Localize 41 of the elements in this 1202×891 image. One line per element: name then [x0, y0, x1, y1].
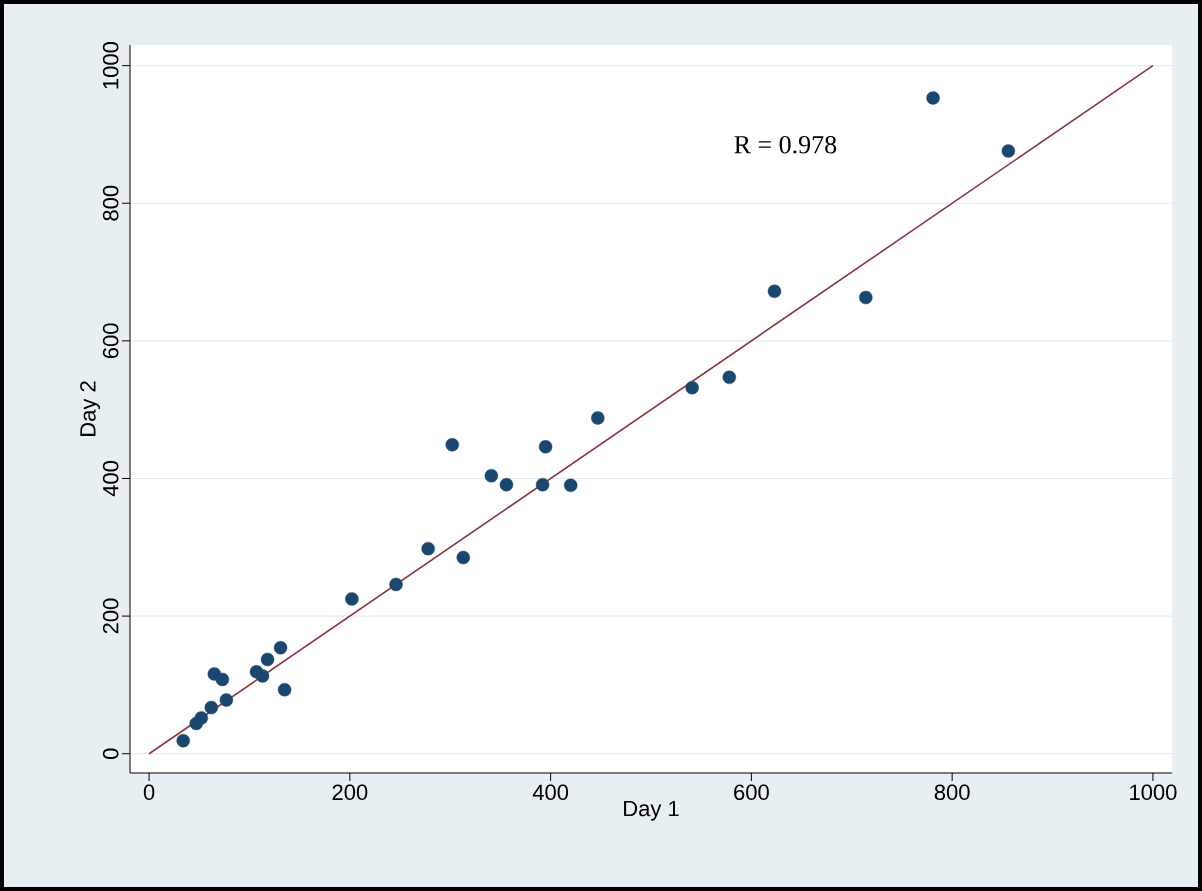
point [926, 91, 940, 105]
point [535, 477, 550, 492]
x-tick-label: 800 [934, 784, 970, 801]
x-tick-label: 400 [532, 784, 569, 801]
point [445, 438, 459, 452]
point [345, 592, 359, 606]
point [499, 477, 514, 492]
point [277, 683, 292, 697]
point [176, 733, 190, 748]
point [421, 541, 435, 556]
point [389, 577, 403, 592]
y-tick-label: 1000 [102, 42, 119, 89]
point [484, 469, 499, 483]
y-tick-label: 800 [102, 185, 119, 221]
point [722, 370, 736, 385]
point [563, 478, 578, 493]
x-axis-title: Day 1 [624, 800, 679, 821]
point [685, 380, 699, 395]
x-tick-label: 1000 [1130, 784, 1177, 801]
x-tick-label: 600 [734, 784, 769, 801]
point [1001, 144, 1016, 158]
y-tick-label: 600 [102, 323, 119, 359]
point [273, 641, 288, 655]
point [219, 693, 234, 707]
point [591, 411, 605, 425]
point [215, 672, 230, 687]
point [456, 550, 470, 565]
x-tick-label: 200 [332, 784, 368, 801]
point [767, 284, 782, 299]
y-tick-label: 0 [102, 748, 119, 759]
y-tick-label: 400 [102, 461, 119, 497]
point [859, 290, 873, 305]
y-axis-title: Day 2 [80, 381, 101, 436]
y-tick-label: 200 [102, 598, 119, 634]
annotation: R = 0.978 [734, 135, 837, 154]
point [194, 711, 208, 725]
point [538, 440, 553, 454]
point [204, 700, 219, 715]
x-tick-label: 0 [143, 784, 155, 801]
point [260, 652, 275, 667]
point [255, 669, 270, 683]
